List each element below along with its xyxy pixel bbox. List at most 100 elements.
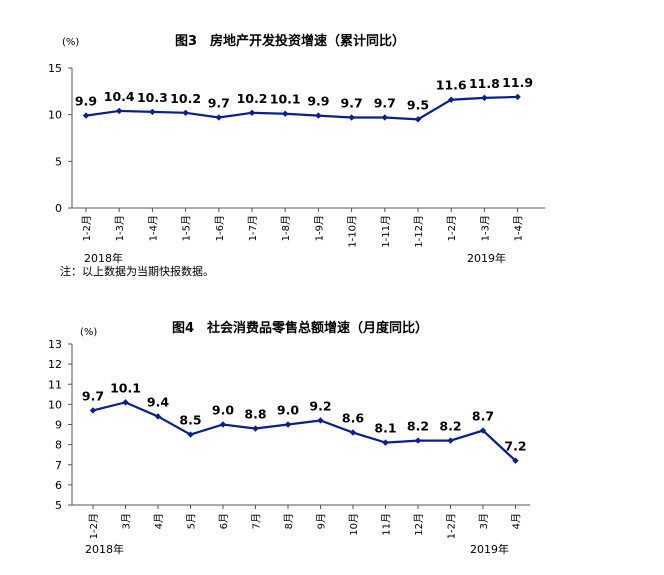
x-tick-label: 1-10月 [347,215,359,248]
x-tick-label: 3月 [478,513,490,529]
x-tick-label: 10月 [348,513,360,536]
data-point [317,417,324,424]
data-point [349,429,357,436]
data-label: 9.5 [407,97,429,112]
year-label: 2018年 [84,251,123,265]
data-point [381,114,388,121]
x-tick-label: 3月 [121,513,133,529]
data-label: 10.2 [237,91,268,106]
year-label: 2019年 [467,251,506,265]
data-point [252,425,259,432]
x-tick-label: 1-9月 [313,215,325,241]
data-point [382,439,389,446]
data-label: 7.2 [504,439,526,454]
data-point [315,112,322,119]
data-point [414,437,422,444]
data-point [122,399,129,406]
data-label: 9.0 [277,403,299,418]
data-point [182,109,189,116]
data-label: 8.8 [244,407,266,422]
y-tick-label: 5 [55,499,62,512]
x-tick-label: 4月 [511,513,523,529]
data-point [284,421,292,428]
data-point [89,407,97,414]
y-tick-label: 10 [48,109,62,122]
data-label: 9.7 [374,95,396,110]
data-label: 9.7 [82,388,104,403]
data-label: 9.7 [341,95,363,110]
x-tick-label: 7月 [251,513,263,529]
data-label: 9.0 [212,403,234,418]
data-label: 10.4 [104,89,135,104]
x-tick-label: 6月 [218,513,230,529]
x-tick-label: 1-2月 [88,513,100,539]
data-label: 8.2 [439,419,461,434]
series-line [92,401,517,462]
data-point [479,427,487,434]
series-line [85,95,518,121]
x-tick-label: 12月 [413,513,425,536]
x-tick-label: 11月 [381,513,393,536]
x-tick-label: 1-2月 [446,513,458,539]
data-label: 8.7 [472,409,494,424]
data-label: 10.1 [270,92,301,107]
x-tick-label: 9月 [316,513,328,529]
y-tick-label: 8 [55,439,62,452]
x-tick-label: 4月 [153,513,165,529]
y-tick-label: 15 [48,62,62,75]
y-tick-label: 9 [55,419,62,432]
data-point [215,114,222,121]
x-tick-label: 1-3月 [114,215,126,241]
y-tick-label: 6 [55,479,62,492]
data-label: 11.6 [436,78,467,93]
x-tick-label: 5月 [186,513,198,529]
data-point [414,116,422,123]
data-label: 11.8 [469,76,500,91]
y-axis-unit: (%) [62,37,79,48]
data-label: 8.2 [407,419,429,434]
data-label: 8.1 [374,421,396,436]
y-tick-label: 5 [55,155,62,168]
data-point [447,437,454,444]
x-tick-label: 1-4月 [147,215,159,241]
x-tick-label: 1-4月 [513,215,525,241]
data-point [154,413,162,420]
y-tick-label: 12 [48,358,62,371]
data-label: 10.3 [137,90,168,105]
data-point [187,431,194,438]
y-tick-label: 10 [48,398,62,411]
x-tick-label: 1-2月 [81,215,93,241]
year-label: 2018年 [85,542,124,556]
data-point [348,114,355,121]
chart-title: 图3 房地产开发投资增速（累计同比） [175,33,405,49]
x-tick-label: 1-6月 [214,215,226,241]
x-tick-label: 1-12月 [413,215,425,248]
x-tick-label: 1-5月 [181,215,193,241]
x-tick-label: 1-11月 [380,215,392,248]
data-point [248,109,256,116]
y-tick-label: 7 [55,459,62,472]
data-label: 9.9 [307,94,329,109]
data-label: 10.2 [170,91,201,106]
data-label: 9.7 [208,95,230,110]
y-tick-label: 11 [48,378,62,391]
data-label: 9.9 [75,94,97,109]
x-tick-label: 1-7月 [247,215,259,241]
x-tick-label: 1-2月 [446,215,458,241]
data-point [448,96,455,103]
year-label: 2019年 [470,542,509,556]
data-point [282,110,289,117]
x-tick-label: 1-8月 [280,215,292,241]
data-label: 8.6 [342,411,364,426]
data-label: 10.1 [110,380,141,395]
data-label: 9.4 [147,394,169,409]
data-point [512,457,519,464]
data-point [514,93,521,101]
data-point [219,421,227,428]
data-point [149,108,156,116]
x-tick-label: 1-3月 [479,215,491,241]
data-point [481,94,488,102]
y-tick-label: 13 [48,338,62,351]
data-point [82,112,90,119]
data-label: 11.9 [502,75,533,90]
